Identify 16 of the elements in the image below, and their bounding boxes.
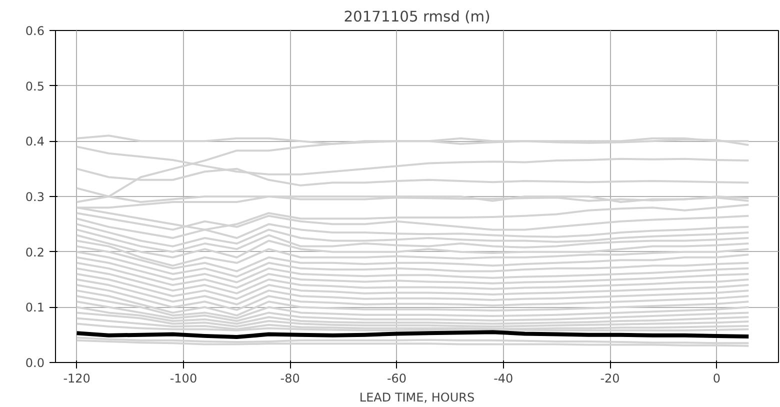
y-tick-label: 0.0 xyxy=(25,356,45,370)
x-tick-label: -40 xyxy=(494,372,514,386)
y-tick-label: 0.2 xyxy=(25,245,45,260)
x-tick-label: -60 xyxy=(386,372,407,386)
x-tick-label: -20 xyxy=(600,372,620,386)
x-tick-label: 0 xyxy=(712,372,720,386)
y-tick-label: 0.4 xyxy=(25,134,45,149)
x-tick-label: -120 xyxy=(63,372,90,386)
y-tick-label: 0.6 xyxy=(25,24,45,38)
y-tick-label: 0.3 xyxy=(25,190,45,204)
y-tick-label: 0.1 xyxy=(25,300,45,315)
y-tick-label: 0.5 xyxy=(25,79,45,94)
x-tick-label: -80 xyxy=(280,372,300,386)
x-tick-label: -100 xyxy=(170,372,198,386)
x-axis-title: LEAD TIME, HOURS xyxy=(359,390,475,404)
chart-title: 20171105 rmsd (m) xyxy=(344,8,490,26)
